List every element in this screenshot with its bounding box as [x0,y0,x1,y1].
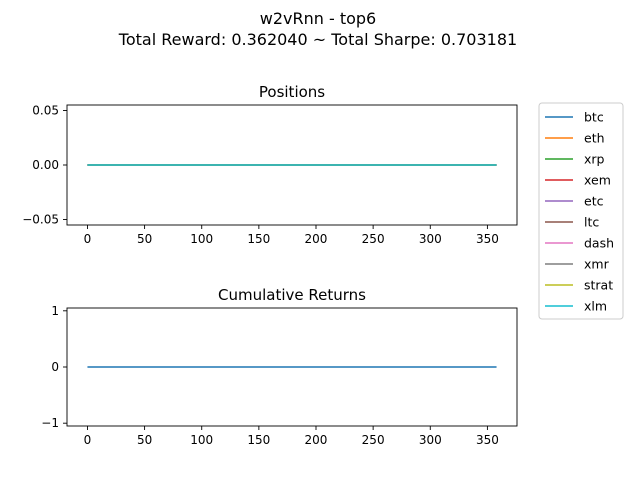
x-tick-label: 0 [84,433,92,447]
subplot-title: Positions [259,83,325,101]
x-tick-label: 100 [190,232,213,246]
x-tick-label: 50 [137,433,152,447]
figure-title-line1: w2vRnn - top6 [260,9,376,28]
legend-label: xem [584,173,611,188]
legend-label: strat [584,278,613,293]
x-tick-label: 200 [305,232,328,246]
x-tick-label: 350 [476,232,499,246]
y-tick-label: 0.00 [32,158,59,172]
x-tick-label: 200 [305,433,328,447]
subplot-2: Cumulative Returns 0 50 100 150 200 250 300 350 −… [41,286,518,447]
legend-item-eth: eth [545,131,605,146]
x-tick-label: 100 [190,433,213,447]
x-tick-label: 350 [476,433,499,447]
legend-frame [538,102,624,320]
legend-label: xlm [584,299,607,314]
subplot-title: Cumulative Returns [218,286,366,304]
legend-item-strat: strat [545,278,613,293]
legend-item-xrp: xrp [545,152,605,167]
x-tick-label: 250 [362,232,385,246]
subplot-1: Positions 0 50 100 150 200 250 300 350 −0.05 0.00 0… [22,83,518,246]
x-tick-label: 50 [137,232,152,246]
legend-item-dash: dash [545,236,614,251]
x-tick-label: 0 [84,232,92,246]
legend-label: xrp [584,152,605,167]
legend-label: btc [584,110,604,125]
legend-label: etc [584,194,604,209]
x-tick-label: 150 [247,433,270,447]
legend-label: eth [584,131,605,146]
legend-item-xem: xem [545,173,611,188]
legend-item-xmr: xmr [545,257,610,272]
y-tick-label: 0.05 [32,103,59,117]
figure-title-line2: Total Reward: 0.362040 ~ Total Sharpe: 0… [118,30,517,49]
y-tick-label: 0 [51,360,59,374]
legend-label: xmr [584,257,610,272]
x-tick-label: 300 [419,232,442,246]
legend-item-btc: btc [545,110,604,125]
legend: btc eth xrp xem etc ltc dash xmr strat xlm [538,102,624,320]
x-tick-label: 250 [362,433,385,447]
y-tick-label: −1 [41,416,59,430]
legend-item-ltc: ltc [545,215,599,230]
x-tick-label: 150 [247,232,270,246]
legend-label: dash [584,236,614,251]
legend-item-xlm: xlm [545,299,607,314]
legend-label: ltc [584,215,599,230]
legend-item-etc: etc [545,194,604,209]
x-tick-label: 300 [419,433,442,447]
y-tick-label: 1 [51,304,59,318]
y-tick-label: −0.05 [22,213,59,227]
